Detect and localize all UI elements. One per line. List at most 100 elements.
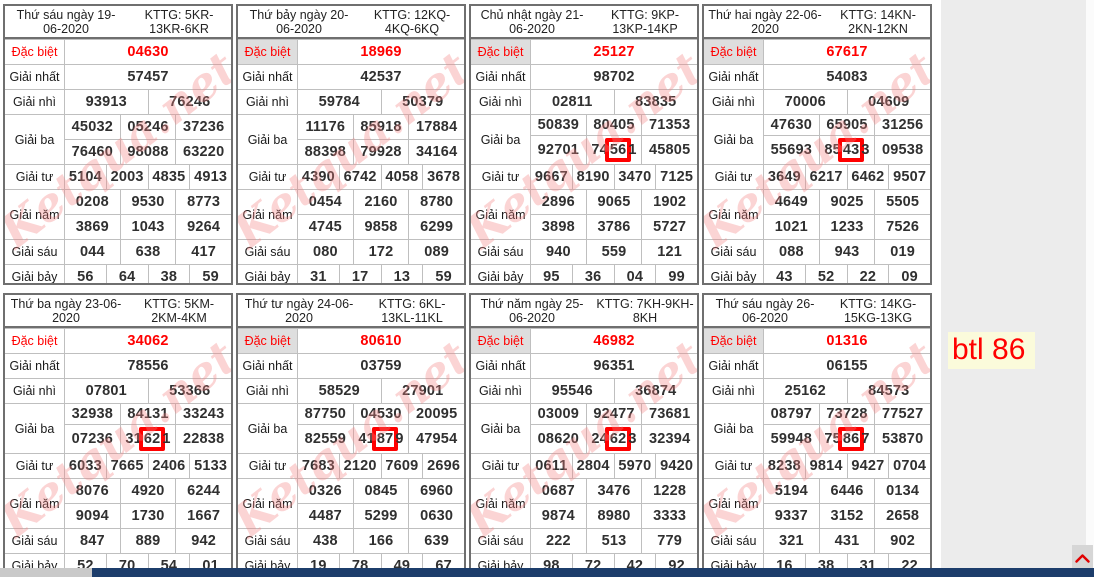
result-table: Thứ bảy ngày 20-06-2020 KTTG: 12KQ-4KQ-6K… (236, 4, 466, 285)
prize-row-dac-biet: Đặc biệt 34062 (5, 328, 231, 353)
prize-number: 0704 (888, 454, 930, 478)
prize-number: 42537 (360, 69, 402, 85)
prize-number: 166 (352, 529, 409, 553)
prize-label: Đặc biệt (238, 329, 298, 353)
special-prize-number: 34062 (127, 333, 169, 349)
prize-number: 31 62 1 (119, 425, 176, 453)
highlighted-digits: 62 (138, 427, 166, 451)
prize-row-dac-biet: Đặc biệt 18969 (238, 39, 464, 64)
prize-number: 99 (655, 265, 697, 283)
prize-label: Giải năm (238, 190, 298, 239)
prize-row-giai-tu: Giải tư 3649 6217 6462 9507 (704, 164, 930, 189)
prize-number: 98702 (593, 69, 635, 85)
prize-number: 06155 (826, 358, 868, 374)
prize-row-giai-nhat: Giải nhất 57457 (5, 64, 231, 89)
prize-number: 09 (888, 265, 930, 283)
special-prize-number: 46982 (593, 333, 635, 349)
prize-row-giai-nhi: Giải nhì 07801 53366 (5, 378, 231, 403)
special-prize-number: 01316 (826, 333, 868, 349)
prize-number: 940 (545, 244, 571, 260)
prize-number: 172 (352, 240, 409, 264)
prize-number: 3786 (585, 215, 642, 239)
table-kttg-code: KTTG: 9KP-13KP-14KP (610, 7, 680, 36)
prize-row-giai-bay: Giải bảy 31 17 13 59 (238, 264, 464, 285)
prize-row-dac-biet: Đặc biệt 80610 (238, 328, 464, 353)
prize-number: 4920 (119, 479, 176, 503)
prize-number: 559 (585, 240, 642, 264)
prize-label: Giải năm (471, 479, 531, 528)
prize-number: 8780 (408, 190, 464, 214)
prize-number: 22838 (175, 425, 231, 453)
table-header: Thứ sáu ngày 26-06-2020 KTTG: 14KG-15KG-1… (704, 295, 930, 328)
table-kttg-code: KTTG: 6KL-13KL-11KL (378, 296, 446, 325)
prize-label: Giải nhất (471, 354, 531, 378)
prize-number: 1730 (119, 504, 176, 528)
prize-label: Giải sáu (471, 240, 531, 264)
prize-row-giai-nhi: Giải nhì 02811 83835 (471, 89, 697, 114)
prize-number: 044 (79, 244, 105, 260)
prize-label: Giải bảy (471, 265, 531, 283)
prize-number: 80405 (585, 115, 642, 135)
prize-label: Giải bảy (704, 265, 764, 283)
prize-label: Giải ba (238, 115, 298, 164)
prize-number: 5505 (874, 190, 930, 214)
prize-number: 4390 (301, 169, 335, 185)
prize-number: 78556 (127, 358, 169, 374)
prize-number: 82559 (304, 431, 346, 447)
prize-number: 417 (175, 240, 231, 264)
prize-number: 75 86 7 (818, 425, 875, 453)
prize-number: 0630 (408, 504, 464, 528)
prize-number: 03009 (537, 406, 579, 422)
prize-number: 32394 (641, 425, 697, 453)
prize-number: 9065 (585, 190, 642, 214)
prize-number: 0454 (308, 194, 342, 210)
prize-row-giai-ba: Giải ba 47630 65905 31256 55693 85 43 3 09538 (704, 114, 930, 164)
prize-row-giai-bay: Giải bảy 56 64 38 59 (5, 264, 231, 283)
prize-row-giai-nam: Giải năm 4649 9025 5505 1021 1233 7526 (704, 189, 930, 239)
prize-number: 45805 (641, 136, 697, 164)
prize-number: 85918 (352, 115, 409, 139)
prize-label: Giải nhất (5, 354, 65, 378)
table-header: Chủ nhật ngày 21-06-2020 KTTG: 9KP-13KP-1… (471, 6, 697, 39)
prize-row-giai-nhi: Giải nhì 59784 50379 (238, 89, 464, 114)
scroll-to-top-button[interactable] (1072, 545, 1093, 571)
prize-row-giai-bay: Giải bảy 43 52 22 09 (704, 264, 930, 283)
table-kttg-code: KTTG: 12KQ-4KQ-6KQ (373, 7, 451, 36)
prize-label: Giải sáu (471, 529, 531, 553)
prize-label: Giải ba (471, 115, 531, 164)
prize-number: 9427 (846, 454, 889, 478)
prize-number: 17 (338, 265, 381, 283)
prize-label: Đặc biệt (471, 40, 531, 64)
prize-number: 83835 (613, 90, 698, 114)
prize-number: 513 (585, 529, 642, 553)
table-date: Thứ sáu ngày 19-06-2020 (16, 7, 116, 36)
special-prize-number: 80610 (360, 333, 402, 349)
prize-number: 9094 (75, 508, 109, 524)
prize-row-giai-nhi: Giải nhì 25162 84573 (704, 378, 930, 403)
prize-number: 7125 (655, 165, 697, 189)
prize-label: Đặc biệt (238, 40, 298, 64)
prize-number: 04609 (846, 90, 931, 114)
table-date: Thứ năm ngày 25-06-2020 (480, 296, 584, 325)
table-kttg-code: KTTG: 14KN-2KN-12KN (840, 7, 916, 36)
prize-row-giai-sau: Giải sáu 847 889 942 (5, 528, 231, 553)
prize-number: 55693 (770, 142, 812, 158)
prize-row-giai-sau: Giải sáu 321 431 902 (704, 528, 930, 553)
prize-row-giai-sau: Giải sáu 438 166 639 (238, 528, 464, 553)
prize-row-giai-nhat: Giải nhất 78556 (5, 353, 231, 378)
prize-number: 9337 (774, 508, 808, 524)
prize-number: 1233 (818, 215, 875, 239)
prize-number: 1043 (119, 215, 176, 239)
prize-number: 431 (818, 529, 875, 553)
prize-number: 95546 (551, 383, 593, 399)
prize-number: 1902 (641, 190, 697, 214)
prize-row-giai-tu: Giải tư 5104 2003 4835 4913 (5, 164, 231, 189)
prize-number: 6299 (408, 215, 464, 239)
prize-number: 31 (310, 269, 327, 285)
prize-number: 4649 (774, 194, 808, 210)
prize-number: 847 (79, 533, 105, 549)
prize-row-giai-nhat: Giải nhất 42537 (238, 64, 464, 89)
prize-row-giai-sau: Giải sáu 088 943 019 (704, 239, 930, 264)
prize-label: Giải tư (704, 454, 764, 478)
